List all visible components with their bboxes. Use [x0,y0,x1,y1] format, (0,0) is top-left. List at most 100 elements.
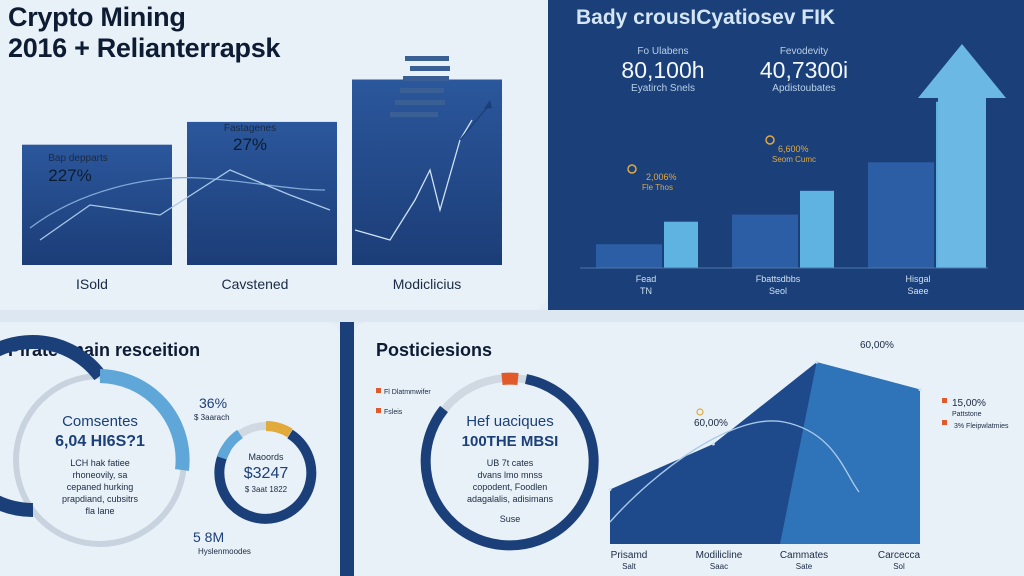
tr-bar-label-3b: Saee [907,286,928,296]
big-donut-line-6: prapdiand, cubsitrs [62,494,139,504]
small-donut-caption: Maoords [248,452,284,462]
tr-bar-light-2 [800,190,834,268]
area-point-1 [608,487,612,491]
page-title: Crypto Mining 2016 + Relianterrapsk [8,2,280,64]
area-annotation-1: 60,00% [860,340,894,351]
growth-arrow-icon [918,44,1006,268]
area-annotation-3-marker [942,398,947,403]
area-annotation-3-sub2: 3% Fleipwlatmies [954,423,1009,430]
stats-title: Bady crousICyatiosev FIK [576,6,836,29]
stat-2-sub: Apdistoubates [772,83,836,94]
area-annotation-2: 60,00% [694,418,728,429]
big-donut-line-4: rhoneovily, sa [73,470,128,480]
horizontal-divider [0,310,1024,322]
area-point-3 [815,360,819,364]
legend-label-2: Fsleis [384,409,403,416]
tl-trend-arrow-line [459,103,491,141]
tl-axis-label-1: ISold [76,276,108,292]
donut-panel-left: Pirate imain resceition Comsentes 6,04 H… [0,322,340,576]
tr-bar-label-2a: Fbattsdbbs [756,274,801,284]
stats-panel: Bady crousICyatiosev FIK Fo Ulabens 80,1… [548,0,1024,310]
small-donut-arc-navy [214,429,317,524]
area-x-label-2a: Modilicline [696,550,743,561]
area-panel-title: Posticiesions [376,340,493,360]
tl-label-2-value: 27% [233,135,267,154]
right-donut-line-3: UB 7t cates [487,458,534,468]
side-stat-2-sub: Hyslenmoodes [198,547,251,556]
tl-bar-2 [187,121,337,266]
side-stat-1-value: 36% [199,395,227,411]
area-annotation-3-sub: Pattstone [952,411,982,418]
area-x-label-3a: Cammates [780,550,828,561]
legend-swatch-2 [376,408,381,413]
small-donut-arc-gold [265,421,293,438]
callout-1-sub: Fle Thos [642,183,673,192]
big-donut-line-5: cepaned hurking [67,482,134,492]
big-donut-arc-light [99,369,190,471]
big-donut-line-1: Comsentes [62,413,138,430]
stat-1: Fo Ulabens 80,100h Eyatirch Snels [608,46,718,94]
tl-bar-1 [22,144,172,265]
stat-1-sub: Eyatirch Snels [631,83,695,94]
small-donut-value: $3247 [244,465,289,482]
tr-bar-dark-3 [868,162,934,268]
area-annotation-dot [696,408,704,416]
legend-swatch-1 [376,388,381,393]
tr-bar-label-1a: Fead [636,274,657,284]
stat-1-caption: Fo Ulabens [637,46,689,57]
mining-bar-chart: Bap depparts 227% Fastagenes 27% ISold C… [22,56,502,292]
area-annotation-3: 15,00% [952,398,986,409]
tl-label-1-value: 227% [48,166,91,185]
right-donut-line-2: 100THE MBSI [462,433,559,450]
stat-2-value: 40,7300i [759,57,849,83]
callout-dot-1 [627,164,637,174]
tr-bar-label-1b: TN [640,286,652,296]
big-donut-arc-navy [0,335,106,518]
right-donut-line-6: adagalalis, adisimans [467,494,554,504]
legend-label-1: Fl Dlatmmwifer [384,389,431,396]
tl-label-1-caption: Bap depparts [48,153,108,164]
callout-2-sub: Seom Cumc [772,155,816,164]
callout-2-value: 6,600% [778,144,809,154]
callout-1-value: 2,006% [646,172,677,182]
stat-2-caption: Fevodevity [779,46,829,57]
title-line-2: 2016 + Relianterrapsk [8,33,281,63]
area-x-label-1b: Salt [622,562,637,571]
big-donut-line-7: fla lane [85,506,114,516]
stat-1-value: 80,100h [621,57,705,83]
area-x-label-1a: Prisamd [611,550,648,561]
tl-bar-3 [352,79,502,265]
right-donut-arc-navy [420,374,599,551]
area-annotation-3-marker-2 [942,420,947,425]
vertical-divider [340,322,354,576]
small-donut-sub: $ 3aat 1822 [245,485,288,494]
side-stat-2-value: 5 8M [193,529,224,545]
side-stat-1-sub: $ 3aarach [194,413,230,422]
tl-trend-line-1 [29,176,326,229]
tl-label-2-caption: Fastagenes [224,123,276,134]
tr-bar-dark-2 [732,214,798,268]
area-point-4 [918,387,922,391]
tr-bar-label-3a: Hisgal [905,274,930,284]
area-x-label-4a: Carcecca [878,550,921,561]
area-trend-line [609,420,860,523]
title-line-1: Crypto Mining [8,2,186,32]
tl-axis-label-3: Modiclicius [393,276,461,292]
tl-trend-line-2 [39,169,331,241]
donut-charts-left: Comsentes 6,04 HI6S?1 LCH hak fatiee rho… [0,335,317,556]
area-chart: Fl Dlatmmwifer Fsleis Hef uaciques 100TH… [376,340,1009,571]
area-panel: Posticiesions Fl Dlatmmwifer Fsleis Hef … [354,322,1024,576]
tl-floating-tags [390,56,450,117]
growth-bar-chart: 2,006% Fle Thos 6,600% Seom Cumc Fead TN… [580,44,1006,296]
tr-bar-dark-1 [596,244,662,268]
callout-dot-2 [765,135,775,145]
area-x-label-2b: Saac [710,562,728,571]
small-donut-arc-light [217,429,244,460]
right-donut-line-5: copodent, Foodlen [473,482,548,492]
tl-axis-label-2: Cavstened [222,276,289,292]
right-donut-line-1: Hef uaciques [466,413,554,430]
right-donut-line-7: Suse [500,514,521,524]
area-x-label-3b: Sate [796,562,813,571]
area-point-2 [711,442,715,446]
